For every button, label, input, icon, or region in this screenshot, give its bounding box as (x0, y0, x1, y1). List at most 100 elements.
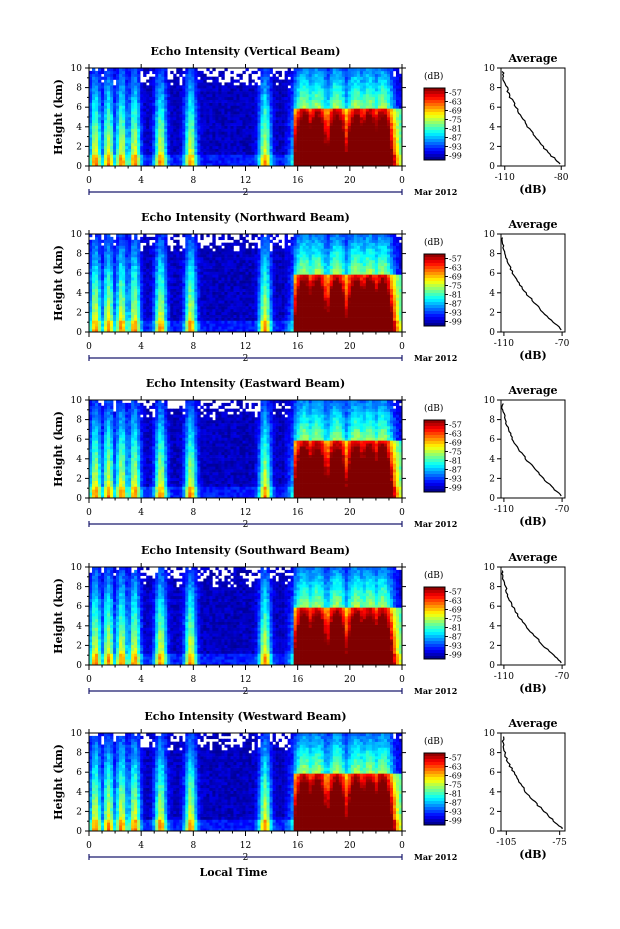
heatmap-cell (167, 85, 171, 89)
heatmap-cell (227, 137, 231, 141)
heatmap-cell (188, 157, 192, 161)
heatmap-cell (194, 257, 198, 261)
heatmap-cell (131, 257, 135, 261)
heatmap-cell (152, 91, 156, 95)
heatmap-cell (134, 320, 138, 324)
heatmap-cell (233, 137, 237, 141)
heatmap-cell (164, 73, 168, 77)
heatmap-cell (185, 291, 189, 295)
heatmap-cell (359, 73, 364, 77)
heatmap-cell (359, 117, 364, 121)
colorbar-band (424, 130, 445, 134)
heatmap-cell (218, 300, 222, 304)
heatmap-cell (245, 108, 249, 112)
heatmap-cell (173, 297, 177, 301)
heatmap-cell (323, 137, 328, 141)
heatmap-cell (176, 245, 180, 249)
heatmap-cell (245, 114, 249, 118)
heatmap-cells (89, 234, 402, 332)
heatmap-cell (239, 114, 243, 118)
heatmap-cell (368, 114, 373, 118)
heatmap-cell (107, 128, 111, 132)
heatmap-cell (206, 82, 210, 86)
heatmap-cell (95, 88, 99, 92)
heatmap-cell (296, 134, 300, 138)
heatmap-cell (284, 79, 288, 83)
heatmap-cell (317, 102, 322, 106)
heatmap-cell (242, 157, 246, 161)
heatmap-cell (122, 140, 126, 144)
heatmap-cell (170, 326, 174, 330)
heatmap-cell (200, 93, 204, 98)
heatmap-cell (383, 157, 388, 161)
heatmap-cell (206, 308, 210, 313)
heatmap-cell (218, 294, 222, 298)
heatmap-cell (266, 131, 270, 135)
heatmap-cell (170, 265, 174, 269)
heatmap-cell (158, 128, 162, 132)
heatmap-cell (257, 88, 261, 92)
heatmap-cell (122, 251, 126, 255)
heatmap-cell (326, 108, 331, 112)
heatmap-cell (179, 259, 183, 264)
heatmap-cell (161, 297, 165, 301)
heatmap-cell (281, 79, 285, 83)
heatmap-cell (263, 117, 267, 121)
heatmap-cell (152, 291, 156, 295)
heatmap-cell (92, 114, 96, 118)
heatmap-cell (302, 88, 306, 92)
heatmap-cell (113, 300, 117, 304)
heatmap-cell (341, 68, 346, 72)
heatmap-cell (203, 323, 207, 327)
heatmap-cell (311, 99, 316, 103)
heatmap-cell (101, 99, 105, 103)
heatmap-cell (101, 314, 105, 318)
heatmap-cell (149, 105, 153, 109)
heatmap-cell (110, 274, 114, 278)
heatmap-cell (197, 142, 201, 147)
heatmap-cell (161, 154, 165, 158)
heatmap-cell (212, 96, 216, 100)
heatmap-cell (335, 99, 340, 103)
heatmap-cell (287, 151, 291, 155)
heatmap-cell (95, 157, 99, 161)
heatmap-cell (368, 96, 373, 100)
heatmap-cell (335, 105, 340, 109)
heatmap-cell (167, 329, 171, 332)
heatmap-cell (323, 125, 328, 129)
heatmap-cell (152, 142, 156, 147)
heatmap-cell (158, 251, 162, 255)
heatmap-cell (89, 99, 93, 103)
heatmap-cell (158, 303, 162, 307)
y-tick-label: 8 (76, 84, 82, 94)
heatmap-cell (140, 265, 144, 269)
heatmap-cell (149, 154, 153, 158)
heatmap-cell (335, 122, 340, 126)
heatmap-cell (131, 239, 135, 243)
heatmap-cell (275, 140, 279, 144)
heatmap-cell (164, 257, 168, 261)
heatmap-cell (149, 96, 153, 100)
heatmap-cell (323, 85, 328, 89)
heatmap-cell (164, 294, 168, 298)
heatmap-cell (290, 76, 294, 80)
heatmap-cell (143, 88, 147, 92)
heatmap-cell (200, 137, 204, 141)
heatmap-cell (326, 96, 331, 100)
heatmap-cell (395, 128, 400, 132)
heatmap-cell (140, 134, 144, 138)
heatmap-cell (89, 234, 93, 238)
heatmap-cell (146, 320, 150, 324)
heatmap-cell (89, 96, 93, 100)
heatmap-cell (368, 122, 373, 126)
heatmap-cell (191, 271, 195, 275)
heatmap-cell (221, 265, 225, 269)
heatmap-cell (203, 283, 207, 287)
heatmap-cell (374, 154, 379, 158)
heatmap-cell (353, 91, 358, 95)
heatmap-cell (119, 70, 123, 75)
heatmap-cell (92, 105, 96, 109)
heatmap-cell (119, 76, 123, 80)
heatmap-cell (203, 288, 207, 292)
heatmap-cell (281, 157, 285, 161)
